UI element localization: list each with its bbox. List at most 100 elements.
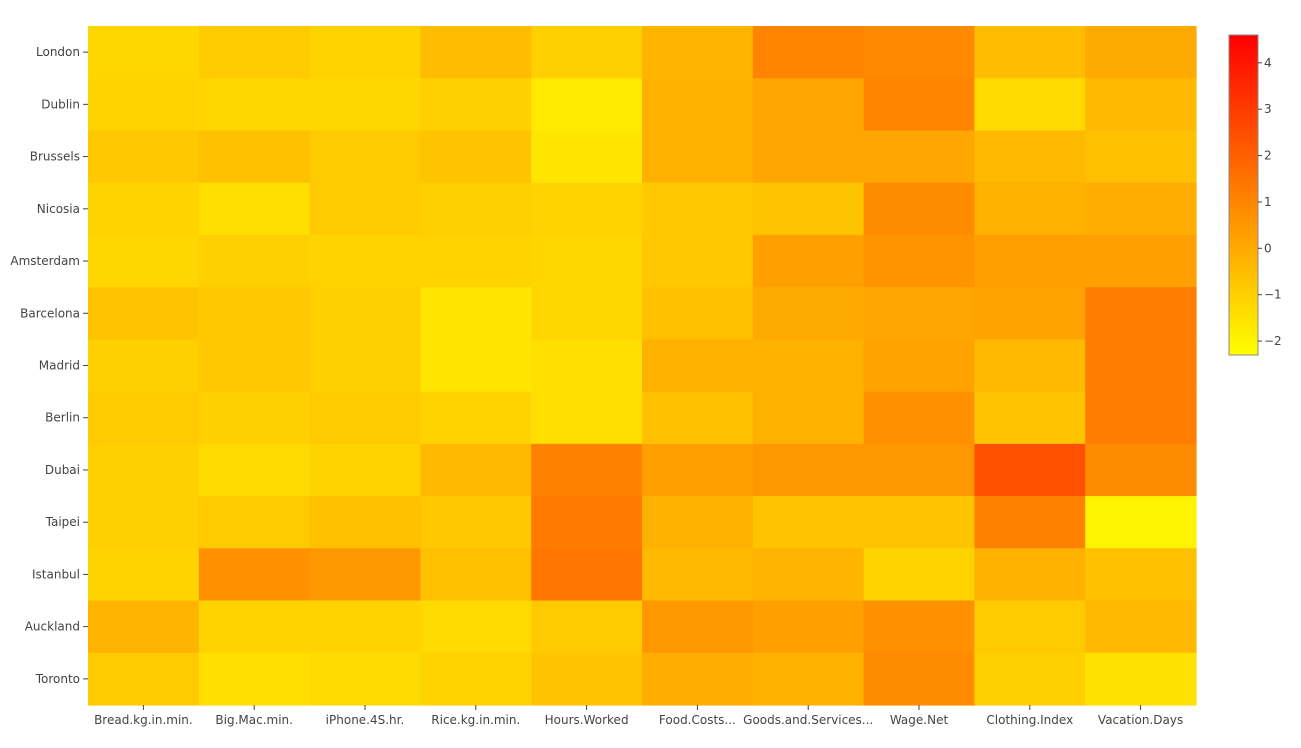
heatmap-cell <box>752 496 865 549</box>
heatmap-cell <box>309 130 421 184</box>
heatmap-cell <box>309 652 421 706</box>
heatmap-cell <box>642 234 754 288</box>
heatmap-cell <box>974 652 1086 706</box>
heatmap-cell <box>863 26 975 79</box>
heatmap-cell <box>309 26 421 79</box>
heatmap-cell <box>88 234 200 288</box>
heatmap-cell <box>974 548 1086 602</box>
heatmap-cell <box>198 652 311 706</box>
heatmap-cell <box>531 287 643 340</box>
heatmap-cell <box>974 234 1086 288</box>
heatmap-cell <box>1085 652 1197 706</box>
heatmap-cell <box>420 339 532 393</box>
heatmap-cell <box>863 391 975 445</box>
y-tick-label: Dubai <box>45 463 80 477</box>
y-tick-label: Brussels <box>30 150 80 164</box>
heatmap-cell <box>420 652 532 706</box>
heatmap-cell <box>752 391 865 445</box>
colorbar-tick-label: 1 <box>1264 195 1272 209</box>
heatmap-cell <box>642 443 754 497</box>
heatmap-cell <box>420 600 532 654</box>
colorbar-tick-label: −2 <box>1264 334 1282 348</box>
x-tick-label: Clothing.Index <box>986 713 1073 727</box>
heatmap-cell <box>531 652 643 706</box>
heatmap-cell <box>88 182 200 236</box>
heatmap-cell <box>863 339 975 393</box>
colorbar-gradient <box>1228 34 1259 356</box>
heatmap-cell <box>642 496 754 549</box>
heatmap-cell <box>309 339 421 393</box>
y-tick-label: Istanbul <box>32 567 80 581</box>
heatmap-cell <box>420 26 532 79</box>
heatmap-cell <box>531 600 643 654</box>
heatmap-cell <box>420 548 532 602</box>
heatmap-cell <box>420 78 532 132</box>
heatmap-cell <box>863 130 975 184</box>
heatmap-cell <box>88 548 200 602</box>
heatmap-cell <box>642 130 754 184</box>
heatmap-cell <box>309 548 421 602</box>
heatmap-cell <box>1085 391 1197 445</box>
heatmap-cell <box>198 496 311 549</box>
heatmap-cell <box>309 496 421 549</box>
x-tick-label: Big.Mac.min. <box>215 713 293 727</box>
y-tick-label: Auckland <box>25 620 80 634</box>
heatmap-cell <box>863 652 975 706</box>
heatmap-cell <box>531 26 643 79</box>
heatmap-cell <box>198 600 311 654</box>
heatmap-cell <box>309 443 421 497</box>
heatmap-cell <box>1085 130 1197 184</box>
heatmap-cell <box>531 130 643 184</box>
heatmap-cell <box>642 182 754 236</box>
heatmap-cell <box>642 287 754 340</box>
heatmap-cells <box>88 26 1197 706</box>
heatmap-cell <box>863 600 975 654</box>
heatmap-cell <box>309 182 421 236</box>
y-tick-label: Nicosia <box>37 202 80 216</box>
heatmap-cell <box>752 548 865 602</box>
heatmap-cell <box>1085 548 1197 602</box>
heatmap-cell <box>309 600 421 654</box>
heatmap-cell <box>974 130 1086 184</box>
heatmap-cell <box>531 234 643 288</box>
heatmap-cell <box>309 78 421 132</box>
heatmap-cell <box>1085 600 1197 654</box>
y-tick-label: Taipei <box>45 515 80 529</box>
heatmap-cell <box>198 234 311 288</box>
heatmap-cell <box>198 339 311 393</box>
heatmap-cell <box>1085 339 1197 393</box>
heatmap-cell <box>198 548 311 602</box>
heatmap-cell <box>974 26 1086 79</box>
x-tick-label: Bread.kg.in.min. <box>94 713 193 727</box>
x-tick-label: Vacation.Days <box>1098 713 1183 727</box>
y-tick-label: Dublin <box>41 97 80 111</box>
y-tick-label: Berlin <box>45 411 80 425</box>
heatmap-cell <box>642 78 754 132</box>
heatmap-cell <box>642 652 754 706</box>
y-tick-label: Toronto <box>35 672 80 686</box>
heatmap-cell <box>88 339 200 393</box>
y-tick-label: Madrid <box>39 359 80 373</box>
heatmap-cell <box>752 130 865 184</box>
x-tick-label: Goods.and.Services... <box>743 713 873 727</box>
heatmap-cell <box>752 234 865 288</box>
heatmap-cell <box>974 287 1086 340</box>
heatmap-cell <box>1085 78 1197 132</box>
heatmap-cell <box>531 339 643 393</box>
heatmap-cell <box>642 600 754 654</box>
heatmap-cell <box>420 130 532 184</box>
colorbar-tick-label: −1 <box>1264 288 1282 302</box>
y-tick-label: Barcelona <box>20 306 80 320</box>
heatmap-cell <box>198 443 311 497</box>
heatmap-cell <box>88 496 200 549</box>
heatmap-cell <box>198 26 311 79</box>
heatmap-cell <box>863 234 975 288</box>
heatmap-cell <box>309 234 421 288</box>
heatmap-cell <box>198 391 311 445</box>
heatmap-cell <box>863 182 975 236</box>
x-tick-label: Food.Costs... <box>659 713 736 727</box>
heatmap-cell <box>752 182 865 236</box>
y-tick-label: London <box>36 45 80 59</box>
